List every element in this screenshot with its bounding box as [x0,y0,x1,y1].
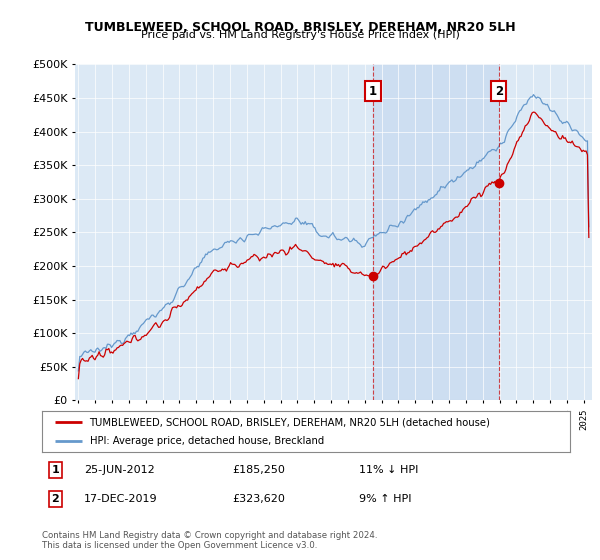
Text: TUMBLEWEED, SCHOOL ROAD, BRISLEY, DEREHAM, NR20 5LH (detached house): TUMBLEWEED, SCHOOL ROAD, BRISLEY, DEREHA… [89,417,490,427]
Text: 2: 2 [495,85,503,98]
Text: 17-DEC-2019: 17-DEC-2019 [84,494,158,504]
Text: HPI: Average price, detached house, Breckland: HPI: Average price, detached house, Brec… [89,436,324,446]
Text: £185,250: £185,250 [232,465,285,475]
Text: TUMBLEWEED, SCHOOL ROAD, BRISLEY, DEREHAM, NR20 5LH: TUMBLEWEED, SCHOOL ROAD, BRISLEY, DEREHA… [85,21,515,34]
Text: 1: 1 [52,465,59,475]
Text: Contains HM Land Registry data © Crown copyright and database right 2024.
This d: Contains HM Land Registry data © Crown c… [42,531,377,550]
Text: 11% ↓ HPI: 11% ↓ HPI [359,465,418,475]
Bar [373,64,499,400]
Text: 2: 2 [52,494,59,504]
Text: 25-JUN-2012: 25-JUN-2012 [84,465,155,475]
Text: 1: 1 [369,85,377,98]
Text: £323,620: £323,620 [232,494,285,504]
Text: Price paid vs. HM Land Registry's House Price Index (HPI): Price paid vs. HM Land Registry's House … [140,30,460,40]
Text: 9% ↑ HPI: 9% ↑ HPI [359,494,412,504]
